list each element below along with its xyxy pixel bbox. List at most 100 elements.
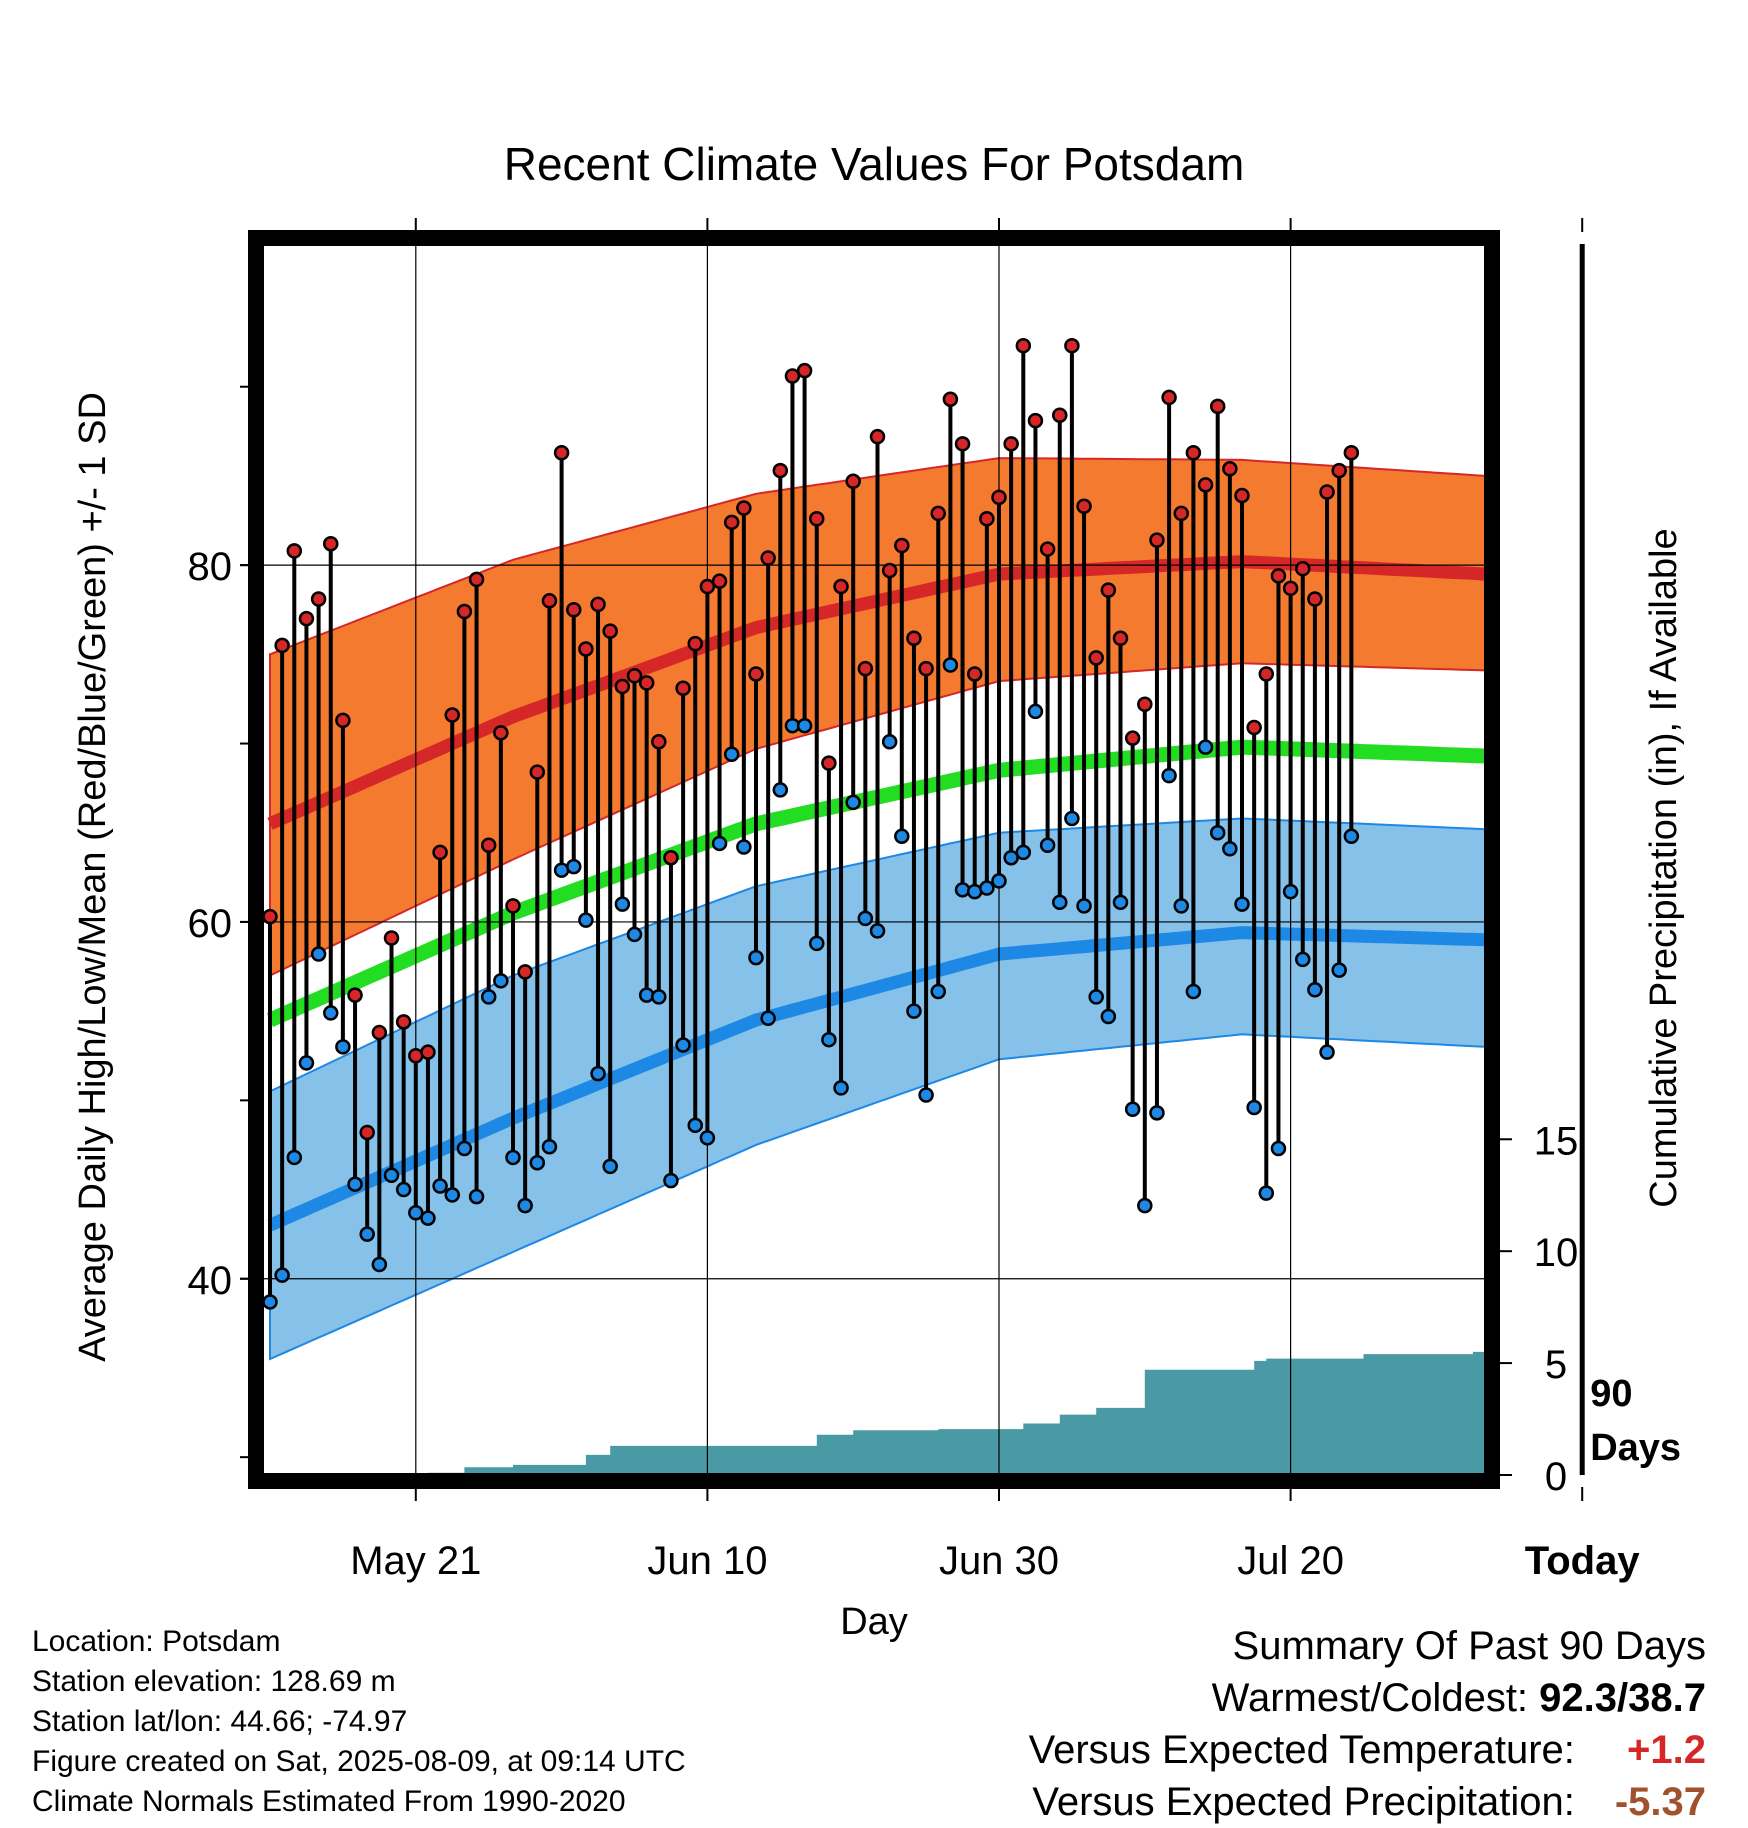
plot-area: 90 Days 40 60 80 0 5 10 15 May 21 Jun 10 Jun 30 Jul … bbox=[188, 218, 1681, 1583]
daily-high-point bbox=[991, 489, 1007, 506]
daily-high-point bbox=[602, 623, 618, 639]
daily-high-point bbox=[772, 462, 789, 479]
daily-low-point bbox=[699, 1130, 716, 1146]
daily-low-point bbox=[286, 1149, 303, 1166]
daily-low-point bbox=[809, 935, 825, 952]
daily-high-point bbox=[809, 510, 825, 527]
daily-low-point bbox=[906, 1003, 922, 1019]
daily-high-point bbox=[1307, 591, 1323, 607]
chart-title: Recent Climate Values For Potsdam bbox=[504, 138, 1245, 190]
daily-high-point bbox=[1222, 461, 1238, 477]
location-text: Location: Potsdam bbox=[32, 1625, 281, 1658]
daily-low-point bbox=[420, 1210, 436, 1226]
daily-high-point bbox=[1027, 412, 1044, 429]
daily-high-point bbox=[1246, 719, 1262, 736]
daily-high-point bbox=[1295, 560, 1311, 577]
daily-low-point bbox=[614, 896, 631, 912]
normals-text: Climate Normals Estimated From 1990-2020 bbox=[32, 1785, 626, 1818]
daily-high-point bbox=[918, 660, 934, 677]
daily-high-point bbox=[1185, 444, 1202, 461]
daily-high-point bbox=[335, 712, 351, 729]
daily-high-point bbox=[784, 368, 801, 384]
daily-low-point bbox=[505, 1149, 521, 1166]
daily-low-point bbox=[626, 926, 643, 943]
today-marker-label: Days bbox=[1590, 1427, 1681, 1469]
daily-high-point bbox=[833, 578, 849, 595]
daily-high-point bbox=[1270, 568, 1287, 584]
daily-low-point bbox=[760, 1010, 776, 1027]
y2-tick-label: 15 bbox=[1534, 1119, 1579, 1163]
daily-low-point bbox=[1112, 894, 1129, 911]
daily-low-point bbox=[1319, 1044, 1335, 1060]
daily-low-point bbox=[1027, 703, 1044, 720]
warmest-coldest-row: Warmest/Coldest: 92.3/38.7 bbox=[1029, 1672, 1706, 1724]
daily-high-point bbox=[894, 537, 910, 554]
daily-low-point bbox=[1343, 828, 1360, 845]
daily-low-point bbox=[663, 1172, 679, 1189]
daily-low-point bbox=[1124, 1101, 1141, 1118]
x-tick-label: Jun 10 bbox=[647, 1539, 767, 1583]
daily-high-point bbox=[857, 660, 874, 677]
daily-low-point bbox=[723, 746, 740, 762]
summary-title: Summary Of Past 90 Days bbox=[1232, 1624, 1706, 1668]
y-axis-label: Average Daily High/Low/Mean (Red/Blue/Gr… bbox=[72, 392, 114, 1362]
daily-low-point bbox=[541, 1138, 558, 1155]
daily-low-point bbox=[335, 1039, 351, 1055]
daily-high-point bbox=[432, 844, 448, 861]
daily-high-point bbox=[821, 755, 837, 771]
daily-low-point bbox=[687, 1117, 703, 1134]
daily-low-point bbox=[359, 1226, 375, 1242]
daily-low-point bbox=[942, 657, 959, 673]
daily-low-point bbox=[262, 1294, 278, 1310]
daily-low-point bbox=[638, 987, 655, 1003]
daily-high-point bbox=[286, 543, 303, 559]
daily-high-point bbox=[1112, 630, 1129, 647]
daily-high-point bbox=[395, 1014, 412, 1030]
daily-low-point bbox=[602, 1158, 618, 1175]
daily-high-point bbox=[1209, 398, 1226, 415]
daily-low-point bbox=[371, 1256, 388, 1273]
y-tick-label: 80 bbox=[188, 545, 233, 589]
daily-high-point bbox=[966, 666, 983, 682]
daily-high-point bbox=[1064, 337, 1080, 354]
y-tick-label: 60 bbox=[188, 902, 233, 946]
daily-high-point bbox=[371, 1024, 388, 1041]
daily-low-point bbox=[979, 880, 995, 896]
daily-high-point bbox=[638, 675, 655, 691]
daily-high-point bbox=[298, 610, 315, 627]
daily-low-point bbox=[954, 882, 971, 898]
daily-high-point bbox=[553, 444, 570, 461]
daily-high-point bbox=[675, 680, 691, 696]
daily-high-point bbox=[1076, 498, 1092, 515]
created-text: Figure created on Sat, 2025-08-09, at 09… bbox=[32, 1745, 686, 1778]
daily-low-point bbox=[578, 912, 594, 928]
daily-high-point bbox=[323, 535, 339, 552]
daily-high-point bbox=[906, 630, 922, 647]
daily-high-point bbox=[1124, 730, 1141, 746]
daily-high-point bbox=[541, 593, 558, 609]
daily-low-point bbox=[1307, 981, 1323, 998]
daily-low-point bbox=[1137, 1197, 1153, 1214]
daily-low-point bbox=[869, 923, 886, 939]
daily-high-point bbox=[262, 908, 278, 925]
daily-low-point bbox=[930, 983, 946, 1000]
daily-high-point bbox=[468, 571, 485, 588]
daily-high-point bbox=[1052, 407, 1068, 424]
daily-low-point bbox=[1185, 983, 1202, 1000]
daily-high-point bbox=[1319, 484, 1335, 500]
daily-low-point bbox=[1246, 1099, 1262, 1116]
daily-high-point bbox=[736, 500, 752, 516]
plot-frame bbox=[248, 230, 1500, 1489]
daily-low-point bbox=[517, 1197, 533, 1214]
x-axis-label: Day bbox=[840, 1601, 908, 1643]
daily-low-point bbox=[1295, 951, 1311, 968]
daily-high-point bbox=[1343, 444, 1360, 461]
daily-high-point bbox=[1197, 477, 1214, 493]
daily-low-point bbox=[347, 1176, 363, 1192]
y2-axis-label: Cumulative Precipitation (in), If Availa… bbox=[1643, 528, 1685, 1207]
daily-low-point bbox=[821, 1031, 837, 1048]
daily-high-point bbox=[869, 428, 886, 445]
daily-low-point bbox=[736, 839, 752, 855]
daily-low-point bbox=[1161, 767, 1177, 784]
daily-high-point bbox=[711, 573, 728, 589]
